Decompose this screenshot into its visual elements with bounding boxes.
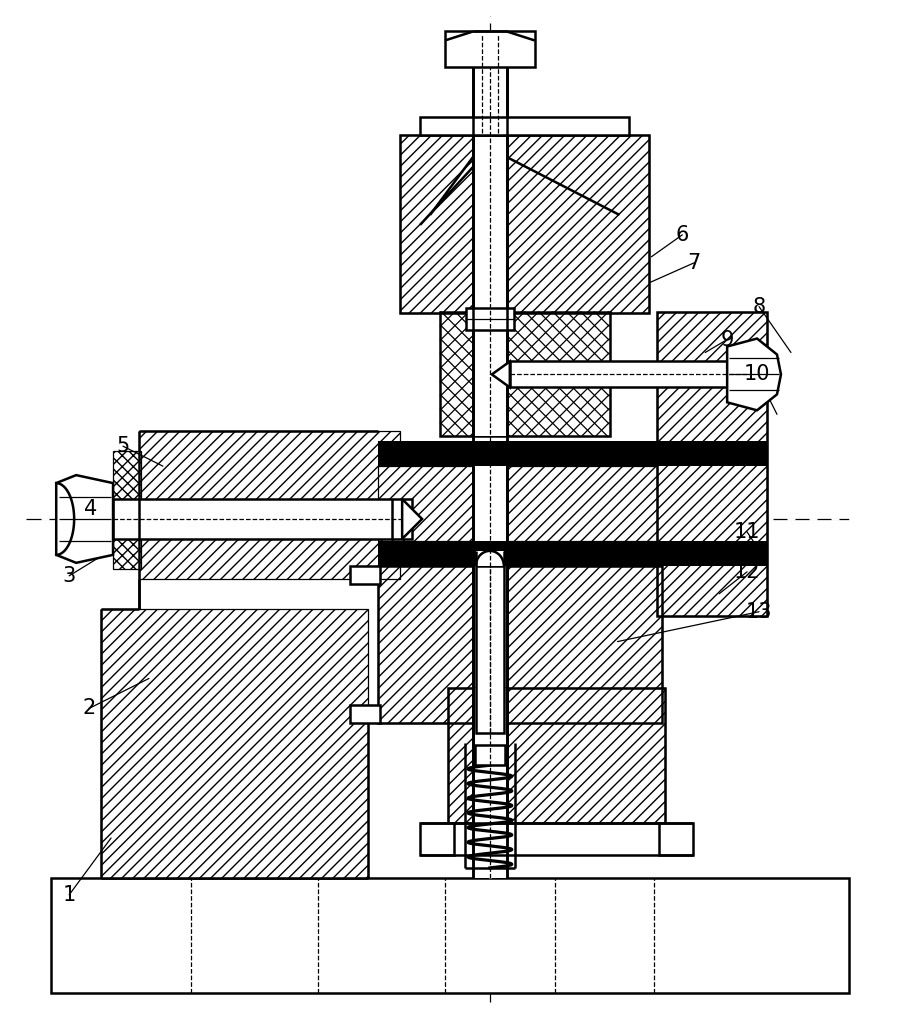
Polygon shape: [402, 499, 422, 539]
Bar: [378, 466, 767, 541]
Bar: [473, 466, 507, 541]
Bar: [420, 117, 630, 135]
Bar: [350, 706, 381, 723]
Bar: [139, 431, 400, 579]
Bar: [378, 566, 662, 723]
Text: 12: 12: [734, 562, 760, 582]
Bar: [440, 311, 610, 436]
Text: 8: 8: [752, 297, 766, 316]
Bar: [51, 878, 849, 992]
Bar: [400, 135, 649, 312]
Text: 13: 13: [746, 602, 772, 622]
Bar: [473, 36, 507, 135]
Bar: [420, 823, 454, 855]
Bar: [448, 688, 666, 823]
Text: 2: 2: [82, 698, 96, 719]
Bar: [350, 566, 381, 584]
Text: 6: 6: [676, 225, 689, 245]
Bar: [476, 551, 504, 566]
Polygon shape: [492, 361, 510, 387]
Text: 7: 7: [687, 253, 701, 272]
Bar: [445, 32, 535, 68]
Bar: [113, 499, 412, 539]
Text: 11: 11: [734, 522, 760, 542]
Bar: [473, 135, 507, 312]
Bar: [659, 823, 694, 855]
Bar: [400, 135, 649, 312]
Bar: [378, 566, 662, 723]
Text: 1: 1: [62, 885, 76, 905]
Bar: [658, 311, 767, 615]
Bar: [473, 311, 507, 436]
Bar: [113, 452, 141, 568]
Bar: [378, 441, 767, 466]
Bar: [473, 688, 507, 823]
Bar: [476, 566, 504, 733]
Text: 9: 9: [721, 330, 734, 349]
Bar: [448, 688, 666, 823]
Bar: [378, 541, 767, 566]
Bar: [101, 608, 368, 878]
Bar: [473, 68, 507, 878]
Bar: [473, 566, 507, 723]
Text: 4: 4: [85, 499, 97, 519]
Bar: [466, 307, 514, 330]
Bar: [475, 745, 505, 765]
Text: 5: 5: [116, 436, 130, 457]
Polygon shape: [56, 475, 113, 563]
Bar: [510, 361, 749, 387]
Polygon shape: [727, 339, 781, 411]
Bar: [658, 311, 767, 615]
Text: 10: 10: [744, 365, 770, 384]
Text: 3: 3: [62, 566, 76, 586]
